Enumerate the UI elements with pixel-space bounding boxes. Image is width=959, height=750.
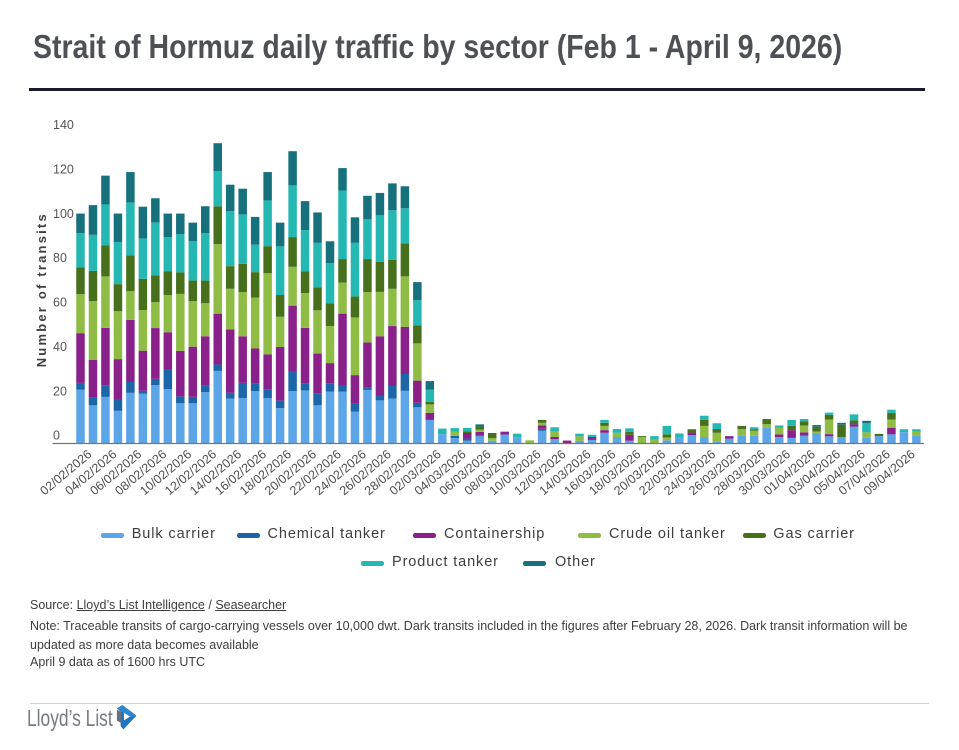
svg-text:100: 100 bbox=[53, 207, 74, 221]
svg-text:0: 0 bbox=[53, 429, 60, 443]
svg-text:20: 20 bbox=[53, 384, 67, 398]
svg-text:Number of transits: Number of transits bbox=[34, 212, 49, 367]
svg-text:80: 80 bbox=[53, 251, 67, 265]
svg-text:40: 40 bbox=[53, 340, 67, 354]
svg-text:120: 120 bbox=[53, 162, 74, 176]
svg-text:60: 60 bbox=[53, 296, 67, 310]
svg-text:140: 140 bbox=[53, 118, 74, 132]
